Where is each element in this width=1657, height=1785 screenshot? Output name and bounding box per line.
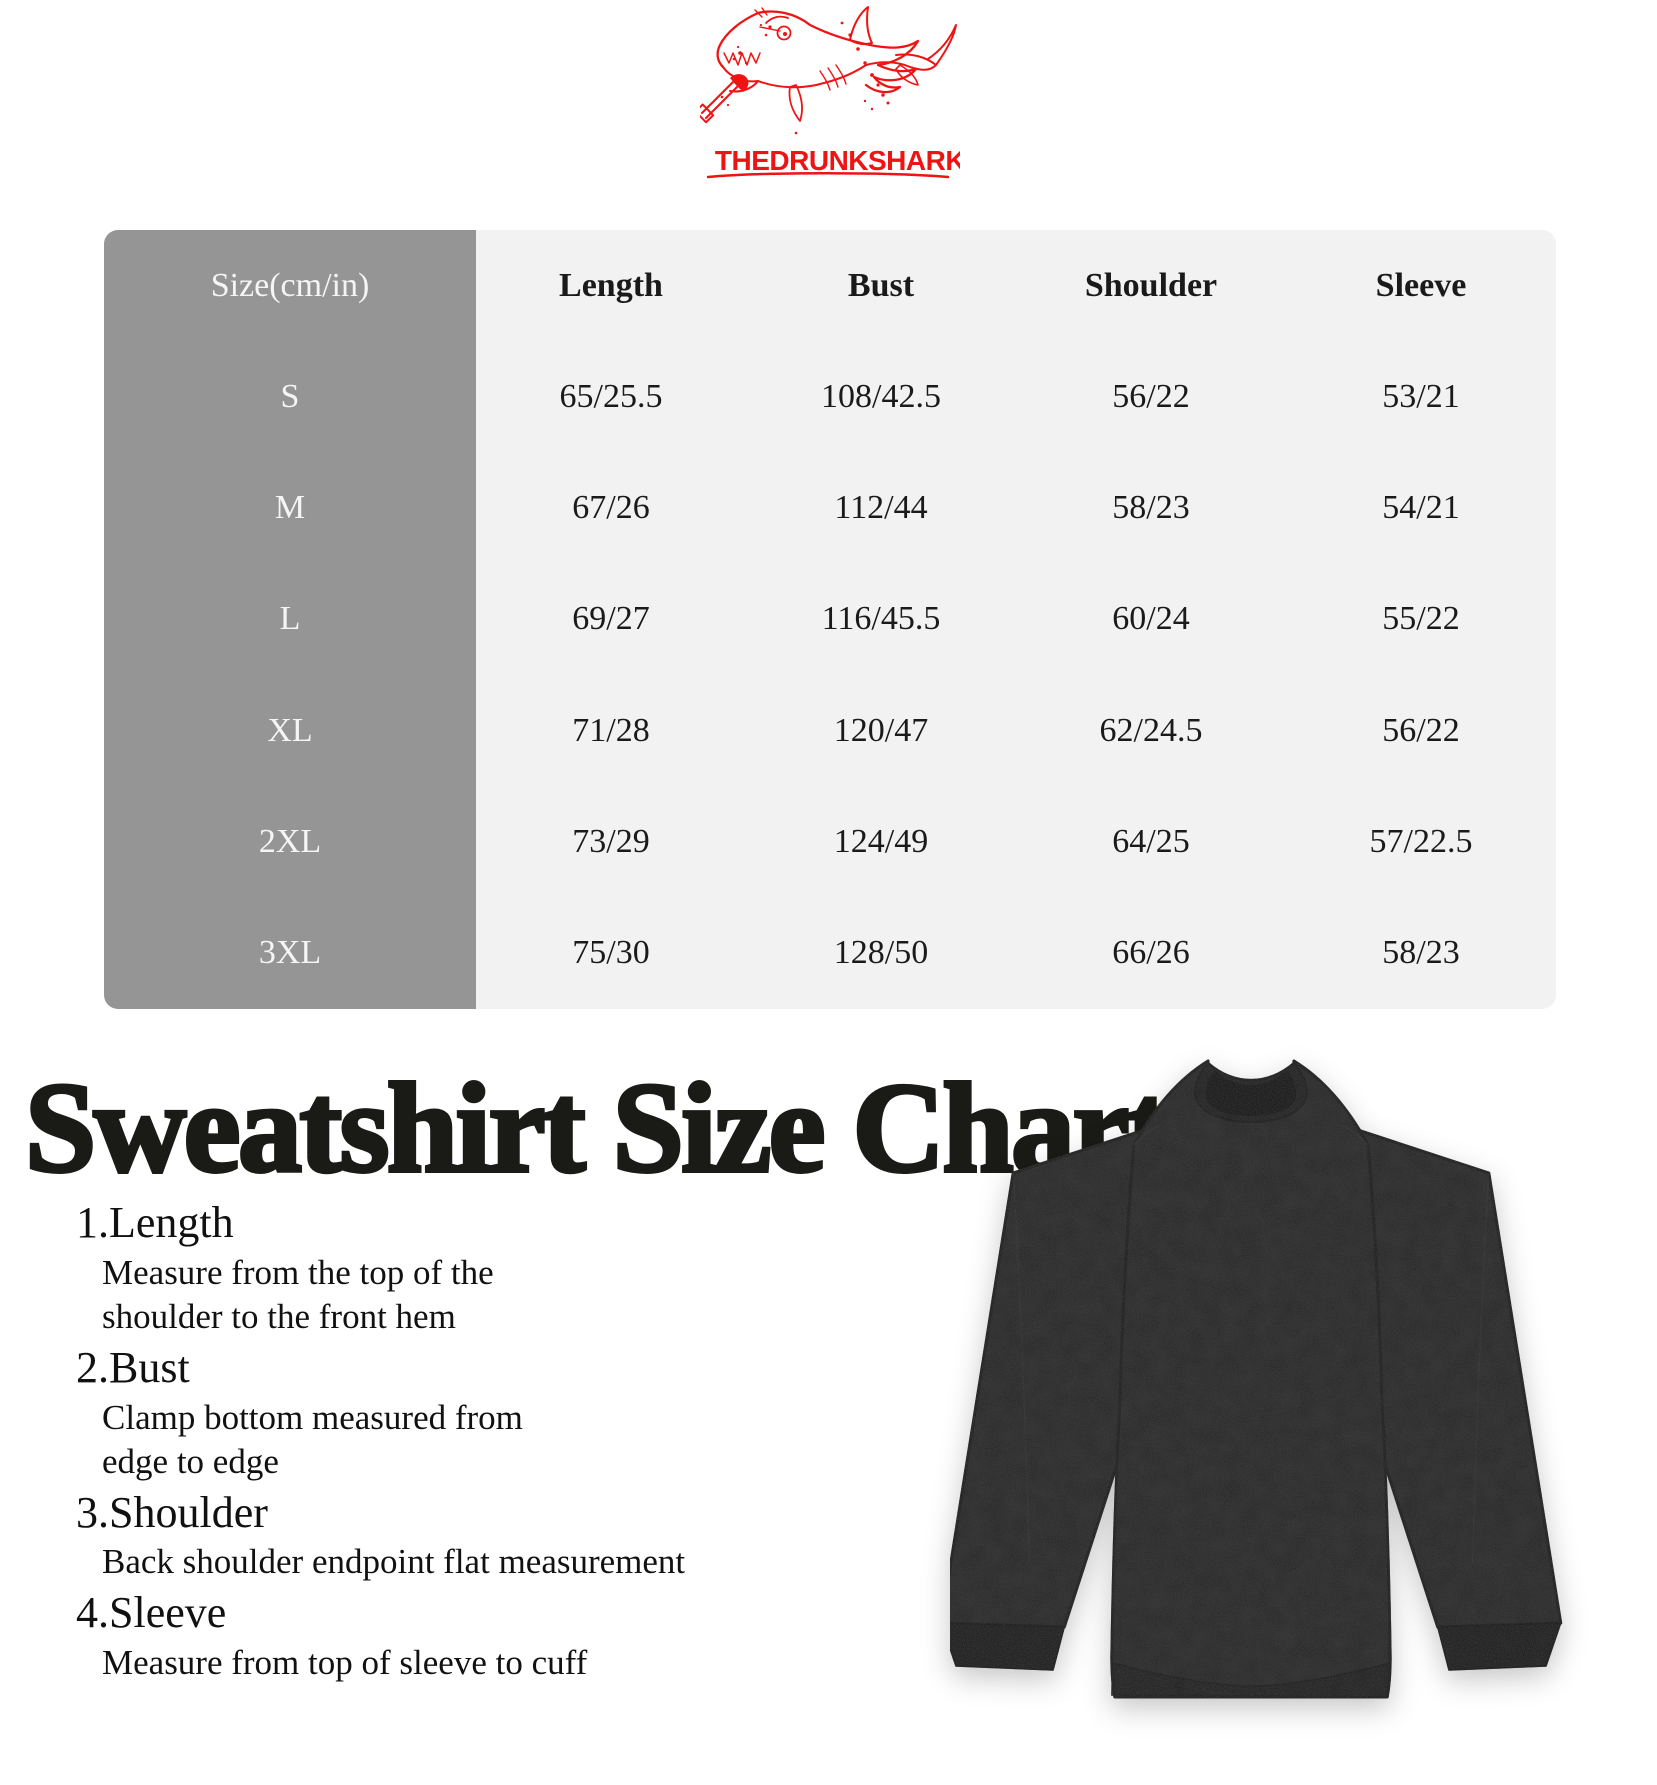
svg-text:THEDRUNKSHARK: THEDRUNKSHARK	[715, 145, 960, 176]
